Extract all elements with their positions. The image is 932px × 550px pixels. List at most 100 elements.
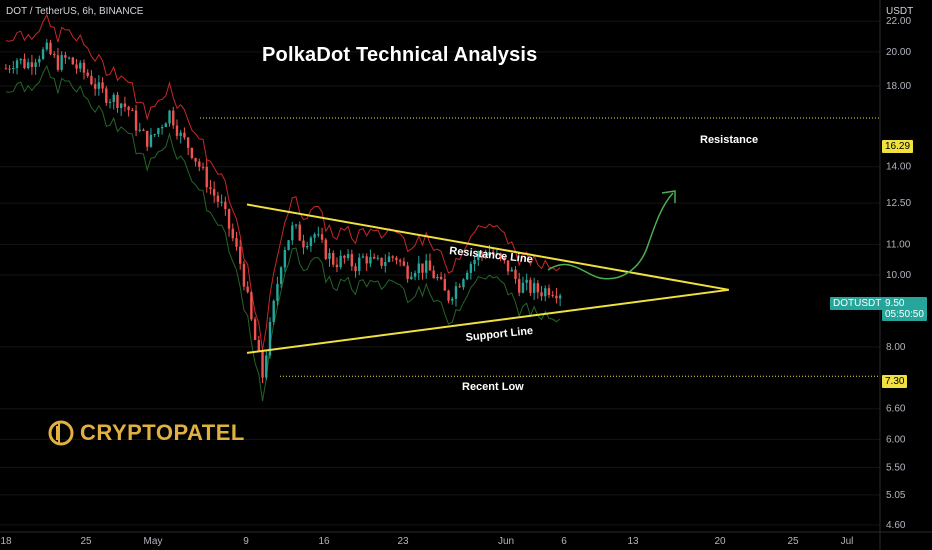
x-tick-label: 18 [0, 536, 12, 547]
x-tick-label: 9 [243, 536, 249, 547]
resistance-price-tag: 16.29 [882, 140, 914, 153]
candle-body [134, 110, 138, 131]
candle-body [406, 265, 409, 280]
candle-body [287, 240, 290, 250]
candle-body [343, 255, 346, 258]
candle-body [491, 251, 495, 255]
candle-body [384, 261, 387, 266]
candle-body [443, 279, 447, 291]
candle-body [279, 267, 283, 284]
candle-body [112, 94, 115, 102]
candle-body [283, 249, 287, 268]
candle-body [90, 75, 93, 85]
candle-body [518, 279, 521, 293]
axis-unit: USDT [886, 6, 914, 17]
candle-body [149, 134, 153, 147]
x-tick-label: May [144, 536, 163, 547]
candle-body [436, 276, 439, 279]
candle-body [484, 254, 487, 256]
candle-body [30, 62, 34, 68]
x-tick-label: Jun [498, 536, 514, 547]
candle-body [53, 54, 56, 56]
candle-body [350, 254, 354, 267]
candle-body [447, 290, 450, 301]
candle-body [186, 137, 190, 148]
chart-title: PolkaDot Technical Analysis [262, 44, 538, 66]
candle-body [510, 269, 513, 272]
candle-body [480, 253, 484, 255]
candle-body [305, 246, 309, 248]
candle-body [116, 94, 119, 109]
candle-body [499, 253, 502, 258]
candle-body [194, 157, 197, 162]
candle-body [227, 209, 231, 229]
candle-body [8, 68, 11, 70]
x-tick-label: 23 [397, 536, 409, 547]
x-tick-label: 20 [714, 536, 726, 547]
candle-body [23, 58, 26, 69]
x-tick-label: 16 [318, 536, 330, 547]
candle-body [164, 123, 168, 127]
candle-body [93, 84, 97, 89]
x-tick-label: 13 [627, 536, 639, 547]
candle-body [380, 257, 383, 266]
candle-body [220, 201, 223, 203]
candle-body [190, 147, 194, 158]
candle-body [398, 260, 402, 262]
candle-body [64, 55, 67, 58]
resistance-label: Resistance [700, 134, 759, 146]
candle-body [425, 260, 428, 273]
candle-body [376, 257, 380, 259]
candle-body [395, 257, 398, 261]
y-tick-label: 10.00 [886, 270, 911, 281]
candle-body [268, 321, 272, 356]
candle-body [462, 279, 465, 288]
y-tick-label: 22.00 [886, 16, 911, 27]
candle-body [131, 110, 134, 112]
candle-body [246, 286, 249, 293]
candle-body [514, 269, 517, 280]
candle-body [242, 263, 246, 287]
candle-body [317, 234, 320, 236]
candle-body [49, 42, 52, 55]
candle-body [387, 256, 391, 262]
candle-body [265, 355, 268, 378]
candle-body [391, 256, 394, 258]
candle-body [212, 189, 216, 196]
candle-body [56, 55, 60, 70]
candle-body [358, 257, 361, 271]
candle-body [183, 132, 186, 138]
candle-body [547, 288, 551, 296]
candle-body [532, 283, 536, 293]
candle-body [298, 224, 301, 241]
x-tick-label: 25 [80, 536, 92, 547]
candle-body [324, 239, 327, 259]
last-price-value: 9.50 [885, 298, 905, 309]
candle-body [142, 129, 145, 131]
trendline [246, 288, 729, 354]
candlestick-series [4, 39, 562, 383]
y-tick-label: 4.60 [886, 520, 906, 531]
candle-body [160, 126, 164, 129]
candle-body [428, 260, 432, 271]
brand-icon [48, 420, 74, 446]
candle-body [402, 261, 406, 266]
candle-body [123, 103, 127, 107]
candle-body [540, 292, 543, 297]
candle-body [469, 264, 473, 273]
candle-body [477, 253, 480, 260]
candle-body [495, 253, 499, 255]
candle-body [294, 224, 298, 226]
time-axis: 18 25 May 9 16 23 Jun 6 13 20 25 Jul [0, 531, 932, 547]
recent-low-label: Recent Low [462, 381, 524, 393]
candle-body [108, 101, 112, 103]
candle-body [335, 264, 339, 268]
chart-grid [0, 20, 880, 526]
price-axis: 22.00 20.00 18.00 14.00 12.50 11.00 10.00 8.00 6… [879, 0, 911, 550]
candle-body [231, 228, 234, 239]
candle-body [302, 240, 305, 248]
candle-body [168, 110, 171, 124]
candle-body [26, 62, 30, 69]
candle-body [250, 292, 253, 320]
